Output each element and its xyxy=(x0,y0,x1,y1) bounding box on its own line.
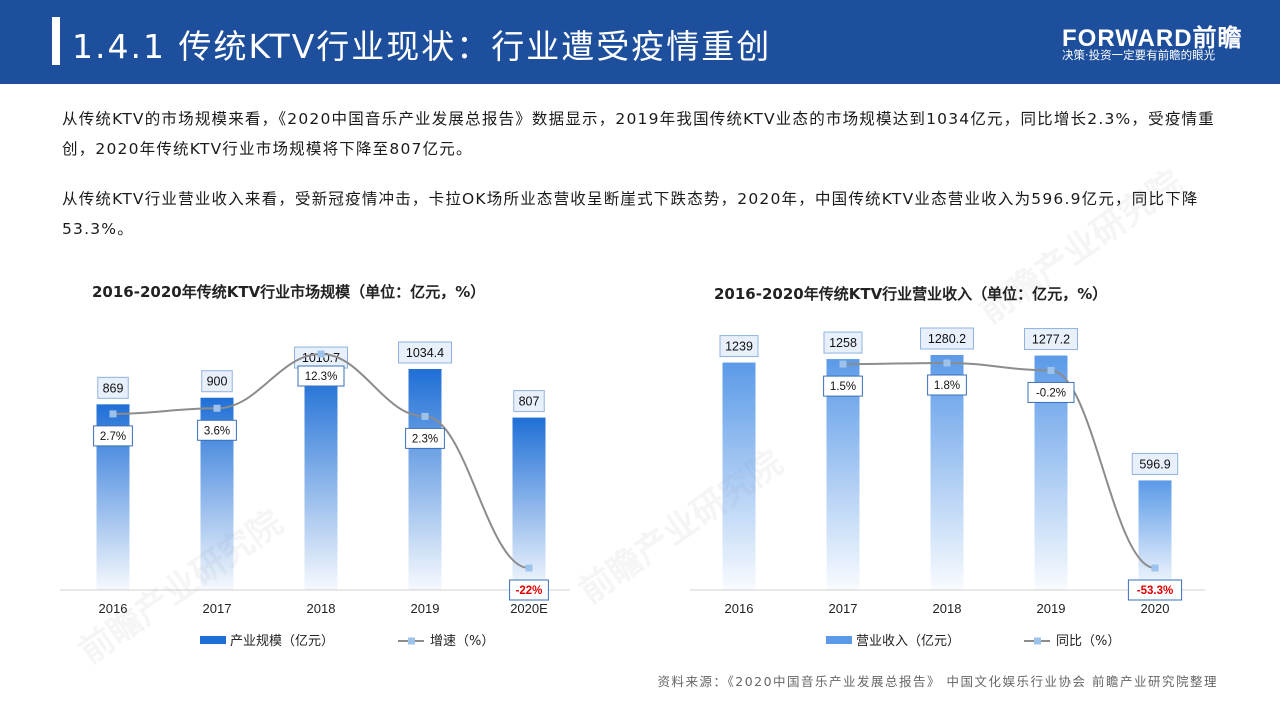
growth-label-box xyxy=(1027,381,1075,403)
bar-2017 xyxy=(826,359,860,590)
bar-value-label: 900 xyxy=(207,375,228,389)
growth-label-box xyxy=(1127,579,1183,601)
bar-value-label: 1034.4 xyxy=(406,346,444,360)
paragraph-revenue: 从传统KTV行业营业收入来看，受新冠疫情冲击，卡拉OK场所业态营收呈断崖式下跌态… xyxy=(62,190,1199,238)
x-tick-label: 2018 xyxy=(933,601,962,616)
growth-point xyxy=(525,564,533,572)
bar-value-label: 869 xyxy=(103,381,124,395)
bar-2016 xyxy=(722,362,756,590)
paragraph-market-size: 从传统KTV的市场规模来看，《2020中国音乐产业发展总报告》数据显示，2019… xyxy=(62,110,1215,158)
growth-point xyxy=(1047,366,1055,374)
page-title: 1.4.1 传统KTV行业现状：行业遭受疫情重创 xyxy=(72,27,772,66)
growth-label-box xyxy=(197,419,237,441)
x-tick-label: 2016 xyxy=(99,601,128,616)
header-accent-bar xyxy=(52,17,60,65)
bar-2020E xyxy=(512,417,546,590)
growth-label-box xyxy=(927,374,967,396)
bar-value-label-box xyxy=(823,331,863,354)
x-tick-label: 2018 xyxy=(307,601,336,616)
growth-label: -22% xyxy=(516,585,543,597)
growth-label: 1.8% xyxy=(934,380,960,392)
legend-line-marker xyxy=(1034,637,1041,645)
header-bar: 1.4.1 传统KTV行业现状：行业遭受疫情重创 FORWARD前瞻 决策·投资… xyxy=(0,0,1280,84)
growth-label: 12.3% xyxy=(305,371,338,383)
growth-label-box xyxy=(93,425,133,447)
x-tick-label: 2017 xyxy=(203,601,232,616)
x-tick-label: 2020 xyxy=(1141,601,1170,616)
growth-label: 2.3% xyxy=(412,433,438,445)
bar-value-label-box xyxy=(920,327,974,350)
growth-label: 3.6% xyxy=(204,425,230,437)
growth-label: -53.3% xyxy=(1137,585,1173,597)
growth-point xyxy=(213,404,221,412)
x-tick-label: 2019 xyxy=(1037,601,1066,616)
brand-logo: FORWARD前瞻 xyxy=(1062,25,1243,52)
bar-value-label: 1280.2 xyxy=(928,332,966,346)
growth-label: 1.5% xyxy=(830,381,856,393)
bar-value-label: 1277.2 xyxy=(1032,333,1070,347)
source-note: 资料来源：《2020中国音乐产业发展总报告》 中国文化娱乐行业协会 前瞻产业研究… xyxy=(657,674,1218,689)
growth-label: 2.7% xyxy=(100,431,126,443)
legend-bar-label: 产业规模（亿元） xyxy=(230,634,334,649)
legend-bar-label: 营业收入（亿元） xyxy=(856,634,960,649)
growth-point xyxy=(421,412,429,420)
bar-value-label: 596.9 xyxy=(1139,457,1170,471)
bar-value-label-box xyxy=(1024,328,1078,351)
legend-line-marker xyxy=(408,637,415,645)
bar-value-label: 807 xyxy=(519,395,540,409)
brand-slogan: 决策·投资一定要有前瞻的眼光 xyxy=(1062,48,1216,62)
growth-label-box xyxy=(405,427,445,449)
growth-label-box xyxy=(823,375,863,397)
x-tick-label: 2019 xyxy=(411,601,440,616)
x-tick-label: 2020E xyxy=(510,601,548,616)
growth-point xyxy=(839,360,847,368)
bar-value-label: 1239 xyxy=(725,340,753,354)
bar-value-label: 1258 xyxy=(829,336,857,350)
growth-line xyxy=(842,361,1156,569)
growth-line xyxy=(112,352,530,569)
bar-value-label-box xyxy=(398,341,452,364)
bar-2019 xyxy=(408,369,442,590)
growth-point xyxy=(109,410,117,418)
legend-line-label: 增速（%） xyxy=(430,634,494,649)
x-tick-label: 2016 xyxy=(725,601,754,616)
chart-title-revenue: 2016-2020年传统KTV行业营业收入（单位：亿元，%） xyxy=(714,285,1108,303)
growth-label-box xyxy=(297,365,345,387)
bar-value-label-box xyxy=(513,390,545,413)
bar-2018 xyxy=(304,374,338,590)
growth-point xyxy=(1151,564,1159,572)
legend-bar-swatch xyxy=(826,636,852,644)
chart-title-market-size: 2016-2020年传统KTV行业市场规模（单位：亿元，%） xyxy=(92,283,486,301)
growth-label: -0.2% xyxy=(1036,387,1066,399)
bar-value-label-box xyxy=(719,335,759,358)
growth-label-box xyxy=(509,579,549,601)
x-tick-label: 2017 xyxy=(829,601,858,616)
bar-2020 xyxy=(1138,480,1172,590)
legend-bar-swatch xyxy=(200,636,226,644)
legend-line-label: 同比（%） xyxy=(1056,634,1120,649)
bar-value-label-box xyxy=(201,370,233,393)
bar-value-label-box xyxy=(1131,452,1179,475)
growth-point xyxy=(317,350,325,358)
growth-point xyxy=(943,359,951,367)
bar-value-label-box xyxy=(97,376,129,399)
